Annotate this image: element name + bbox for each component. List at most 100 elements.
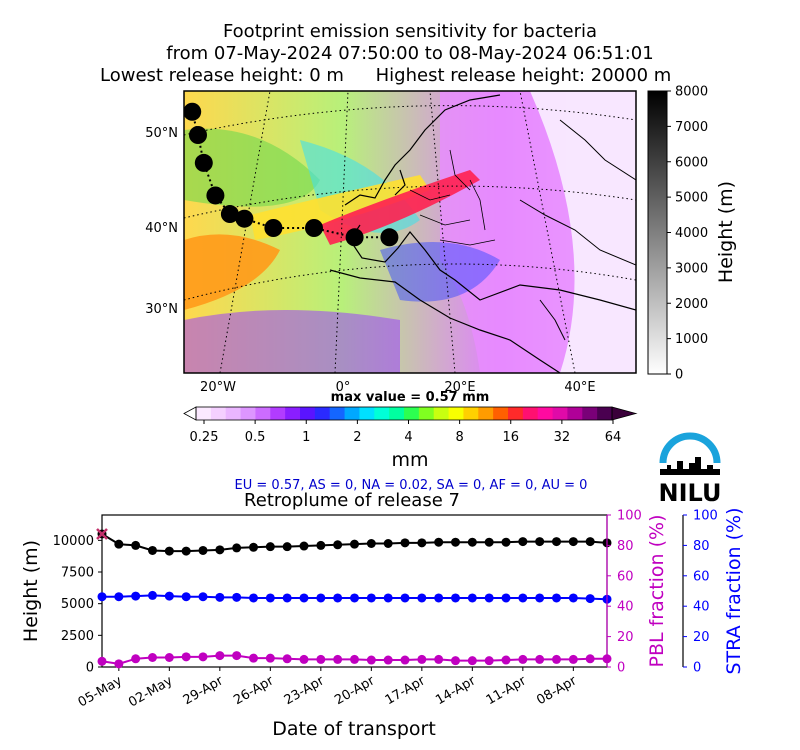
stra-point-3 [148, 590, 157, 600]
pbl-axis-label: PBL fraction (%) [646, 514, 668, 667]
trajectory-point-2 [194, 153, 213, 172]
fp-cb-extend-max [611, 406, 638, 421]
height-point-13 [316, 540, 326, 550]
pbl-point-5 [181, 652, 191, 662]
pbl-point-16 [366, 655, 376, 665]
stra-point-20 [434, 593, 444, 603]
fp-cb-segment-4 [255, 407, 271, 420]
stra-point-24 [501, 593, 511, 603]
footprint-unit-label: mm [391, 449, 428, 471]
height-point-16 [366, 539, 376, 548]
height-cb-tick-label-0: 0 [675, 368, 683, 383]
stra-point-0 [97, 592, 107, 602]
x-tick-label-4: 23-Apr [282, 673, 328, 708]
pbl-point-0 [97, 656, 107, 666]
lon-label-40e: 40°E [564, 380, 595, 395]
nilu-logo-skyline [660, 457, 720, 475]
stra-point-5 [181, 592, 191, 602]
pbl-point-1 [114, 659, 124, 669]
fp-cb-segment-24 [552, 407, 569, 420]
height-point-3 [148, 545, 157, 555]
retroplume-title: Retroplume of release 7 [244, 490, 460, 511]
height-cb-tick-label-6: 6000 [675, 155, 708, 170]
left-tick-label-2: 5000 [61, 597, 94, 612]
map-field-red-band [320, 170, 480, 245]
fp-cb-segment-21 [508, 407, 524, 420]
fp-cb-segment-5 [270, 407, 286, 420]
stra-point-19 [417, 593, 427, 603]
region-stats: EU = 0.57, AS = 0, NA = 0.02, SA = 0, AF… [235, 478, 588, 493]
stra-point-9 [249, 593, 258, 603]
height-point-5 [181, 546, 191, 556]
lat-label-40: 40°N [145, 221, 178, 236]
height-point-20 [434, 537, 444, 547]
x-axis-label: Date of transport [272, 718, 436, 740]
pbl-tick-label-0: 0 [617, 661, 625, 676]
height-point-6 [198, 545, 208, 555]
stra-tick-label-2: 40 [693, 600, 710, 615]
map-grid-latitude [184, 105, 636, 301]
height-point-11 [282, 542, 292, 552]
highest-release-height: Highest release height: 20000 m [375, 65, 672, 86]
map-coastline-east [519, 119, 636, 341]
pbl-point-15 [350, 654, 359, 664]
lat-label-30: 30°N [145, 302, 178, 317]
height-cb-tick-label-2: 2000 [675, 297, 708, 312]
map-field-blue [380, 242, 500, 302]
x-tick-label-9: 08-Apr [534, 673, 580, 708]
fp-cb-segment-27 [597, 407, 613, 420]
fp-cb-tick-label-8: 64 [605, 430, 622, 445]
stra-tick-label-0: 0 [693, 661, 701, 676]
stra-point-23 [484, 593, 494, 603]
height-point-17 [383, 539, 393, 548]
pbl-axis-ticks: 0 20 40 60 80 100 [607, 509, 642, 676]
stra-axis-label: STRA fraction (%) [723, 507, 745, 674]
pbl-point-29 [585, 654, 595, 664]
height-point-14 [333, 540, 343, 550]
height-point-19 [417, 538, 427, 548]
height-point-26 [535, 537, 545, 547]
time-series-frame [101, 514, 608, 668]
height-point-29 [585, 537, 595, 547]
trajectory-point-4 [220, 205, 239, 224]
height-colorbar-gradient [647, 90, 668, 375]
height-point-28 [568, 537, 578, 547]
map-lat-labels: 50°N 40°N 30°N [145, 126, 178, 317]
height-colorbar-label: Height (m) [715, 181, 737, 283]
fp-cb-segment-23 [537, 407, 554, 420]
fp-cb-tick-label-4: 4 [404, 430, 412, 445]
stra-point-1 [114, 592, 124, 602]
map-lon-labels: 20°W 0° 20°E 40°E [200, 380, 596, 395]
lat-label-50: 50°N [145, 126, 178, 141]
height-cb-tick-label-8: 8000 [675, 85, 708, 100]
stra-point-14 [333, 593, 343, 603]
pbl-point-19 [417, 654, 427, 664]
height-colorbar: 0 1000 2000 3000 4000 5000 6000 7000 8000 Height… [647, 85, 737, 383]
nilu-logo-text: NILU [659, 479, 722, 505]
footprint-colorbar [183, 406, 638, 421]
stra-point-25 [518, 593, 528, 603]
height-point-1 [114, 539, 124, 549]
stra-point-15 [350, 593, 359, 603]
height-point-22 [467, 537, 477, 547]
stra-point-26 [535, 593, 545, 603]
pbl-point-2 [131, 654, 141, 664]
stra-axis-ticks: 0 20 40 60 80 100 [683, 509, 718, 676]
stra-tick-label-1: 20 [693, 630, 710, 645]
left-tick-label-3: 7500 [61, 566, 94, 581]
fp-cb-segment-25 [567, 407, 583, 420]
pbl-tick-label-3: 60 [617, 569, 634, 584]
release-marker [96, 528, 108, 540]
pbl-point-18 [400, 655, 410, 665]
stra-point-17 [383, 593, 393, 603]
x-tick-label-1: 02-May [126, 673, 175, 710]
fp-cb-segment-12 [374, 407, 390, 420]
chart-title-line3: Lowest release height: 0 m Highest relea… [100, 65, 671, 87]
chart-title-line2: from 07-May-2024 07:50:00 to 08-May-2024… [166, 43, 654, 64]
height-point-8 [232, 543, 242, 553]
height-point-15 [350, 539, 359, 549]
fp-cb-segment-15 [418, 407, 435, 420]
fp-cb-tick-label-7: 32 [554, 430, 571, 445]
height-point-10 [265, 542, 275, 552]
